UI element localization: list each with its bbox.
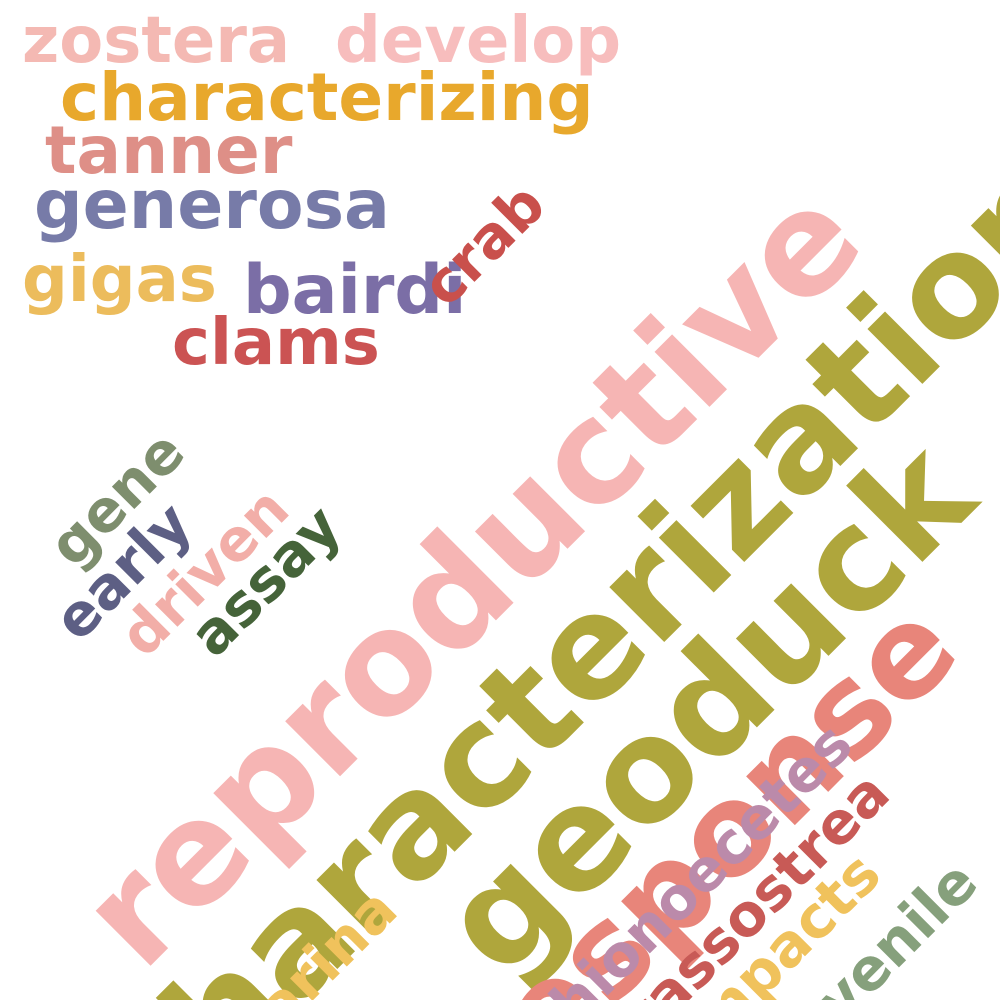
word-bairdi: bairdi (243, 251, 467, 330)
word-tanner: tanner (45, 112, 293, 189)
word-characterizing: characterizing (60, 59, 594, 136)
word-generosa: generosa (34, 166, 390, 245)
word-zostera: zostera (22, 4, 291, 78)
word-gigas: gigas (22, 243, 217, 317)
word-clams: clams (172, 306, 380, 380)
word-crab: crab (408, 169, 559, 320)
word-develop: develop (335, 4, 622, 78)
